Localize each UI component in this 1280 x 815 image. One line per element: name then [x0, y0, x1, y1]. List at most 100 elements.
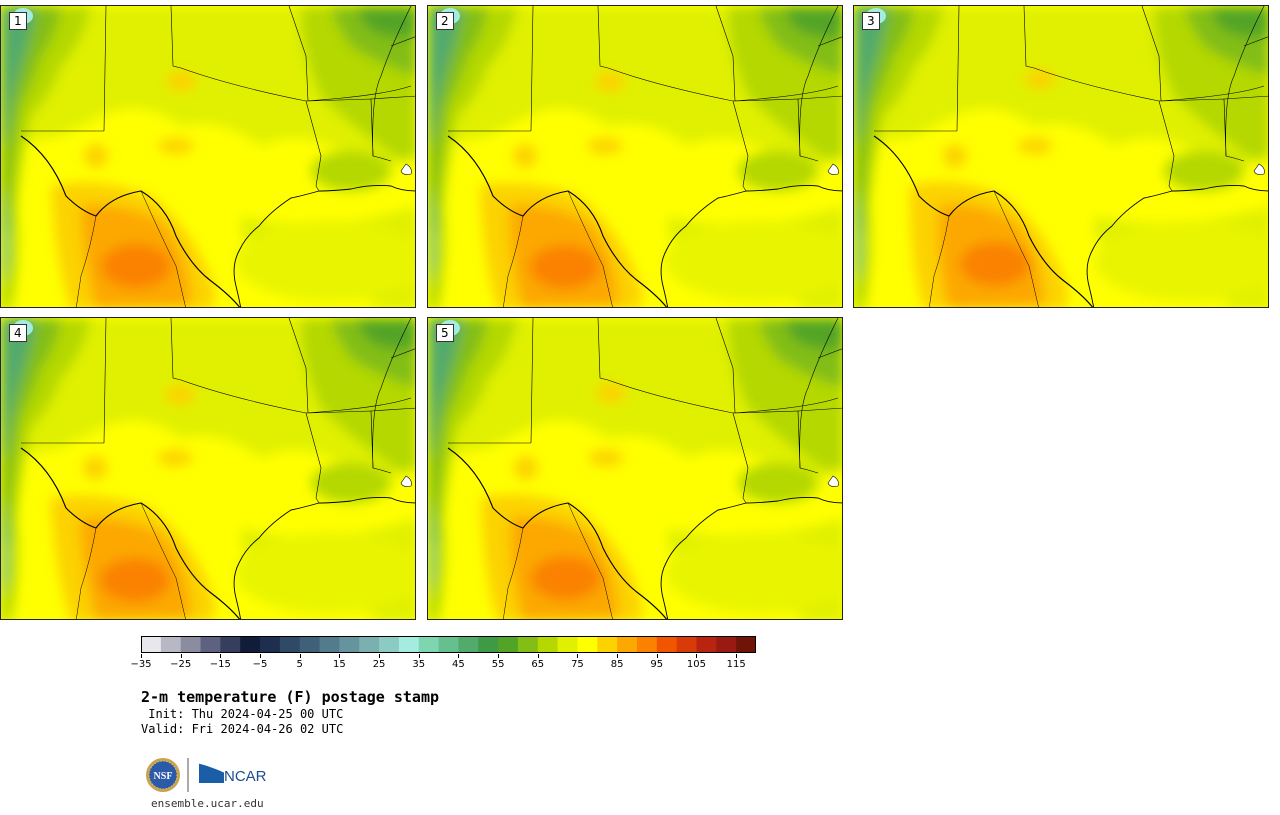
- temperature-map-3: [854, 6, 1268, 307]
- valid-time: Valid: Fri 2024-04-26 02 UTC: [141, 722, 344, 736]
- colorbar-tick: [458, 654, 460, 658]
- lake-pontchartrain: [827, 163, 839, 175]
- colorbar-swatch: [180, 636, 202, 653]
- postage-stamp-panel-1: 1: [0, 5, 416, 308]
- colorbar-swatch: [597, 636, 618, 653]
- colorbar-tick-label: 55: [491, 659, 505, 670]
- colorbar-swatch: [557, 636, 578, 653]
- lake-pontchartrain: [827, 475, 839, 487]
- mexico-state-borders: [76, 190, 186, 307]
- us-mexico-border: [873, 135, 1094, 307]
- colorbar-tick: [299, 654, 301, 658]
- temperature-map-5: [428, 318, 842, 619]
- colorbar-swatch: [398, 636, 420, 653]
- colorbar-swatch: [418, 636, 440, 653]
- sponsor-logos: NSF NCAR: [146, 758, 267, 792]
- colorbar-tick: [339, 654, 341, 658]
- ncar-logo: NCAR: [198, 762, 267, 785]
- temperature-map-4: [1, 318, 415, 619]
- colorbar-swatch: [458, 636, 479, 653]
- panel-number-label: 1: [9, 12, 27, 30]
- mexico-state-borders: [503, 502, 613, 619]
- state-borders: [448, 6, 842, 192]
- colorbar-tick: [180, 654, 182, 658]
- mexico-state-borders: [76, 502, 186, 619]
- colorbar-swatch: [716, 636, 737, 653]
- colorbar-tick: [656, 654, 658, 658]
- colorbar-swatch: [676, 636, 697, 653]
- colorbar-swatch: [279, 636, 301, 653]
- colorbar-tick-label: 75: [571, 659, 584, 670]
- colorbar-swatch: [577, 636, 598, 653]
- colorbar-swatch: [498, 636, 519, 653]
- colorbar-tick-label: 45: [452, 659, 465, 670]
- panel-number-label: 4: [9, 324, 27, 342]
- temperature-colorbar: [141, 636, 756, 653]
- gulf-coastline: [233, 184, 415, 307]
- panel-number-label: 5: [436, 324, 454, 342]
- gulf-coastline: [660, 496, 842, 619]
- colorbar-tick-label: −15: [209, 659, 231, 670]
- lake-pontchartrain: [400, 475, 412, 487]
- colorbar-tick-label: 15: [333, 659, 346, 670]
- nsf-logo: NSF: [146, 758, 180, 792]
- colorbar-swatch: [359, 636, 380, 653]
- colorbar-tick-label: −25: [170, 659, 192, 670]
- temperature-map-2: [428, 6, 842, 307]
- us-mexico-border: [447, 447, 668, 619]
- colorbar-swatch: [160, 636, 182, 653]
- colorbar-tick-label: 5: [296, 659, 303, 670]
- postage-stamp-panel-4: 4: [0, 317, 416, 620]
- colorbar-swatch: [537, 636, 559, 653]
- state-borders: [874, 6, 1268, 192]
- colorbar-tick-label: 35: [412, 659, 426, 670]
- colorbar-swatch: [656, 636, 678, 653]
- colorbar-swatch: [200, 636, 221, 653]
- colorbar-tick: [141, 654, 142, 658]
- colorbar-tick-label: 85: [610, 659, 624, 670]
- postage-stamp-panel-5: 5: [427, 317, 843, 620]
- colorbar-tick-label: 25: [372, 659, 386, 670]
- init-time: Init: Thu 2024-04-25 00 UTC: [141, 707, 344, 721]
- colorbar-tick: [260, 654, 262, 658]
- colorbar-swatch: [339, 636, 360, 653]
- postage-stamp-panel-2: 2: [427, 5, 843, 308]
- state-borders: [448, 318, 842, 504]
- website-url: ensemble.ucar.edu: [151, 797, 264, 810]
- postage-stamp-panel-3: 3: [853, 5, 1269, 308]
- colorbar-swatch: [141, 636, 162, 653]
- ncar-logo-text: NCAR: [224, 768, 267, 785]
- colorbar-swatch: [636, 636, 658, 653]
- colorbar-tick: [220, 654, 222, 658]
- colorbar-swatch: [240, 636, 261, 653]
- colorbar-swatch: [260, 636, 281, 653]
- state-borders: [21, 6, 415, 192]
- colorbar-tick: [498, 654, 500, 658]
- colorbar-swatch: [220, 636, 241, 653]
- colorbar-tick-label: 115: [726, 659, 746, 670]
- colorbar-tick: [577, 654, 579, 658]
- panel-number-label: 2: [436, 12, 454, 30]
- mexico-state-borders: [929, 190, 1039, 307]
- colorbar-swatch: [379, 636, 400, 653]
- colorbar-tick: [418, 654, 420, 658]
- colorbar-swatch: [438, 636, 459, 653]
- colorbar-swatch: [299, 636, 321, 653]
- gulf-coastline: [660, 184, 842, 307]
- colorbar-tick-label: −5: [252, 659, 268, 670]
- colorbar-tick: [379, 654, 381, 658]
- colorbar-tick-label: 95: [650, 659, 664, 670]
- colorbar-swatch: [517, 636, 539, 653]
- colorbar-tick: [617, 654, 619, 658]
- temperature-map-1: [1, 6, 415, 307]
- colorbar-tick-label: 65: [531, 659, 545, 670]
- lake-pontchartrain: [400, 163, 412, 175]
- colorbar-swatch: [736, 636, 756, 653]
- state-borders: [21, 318, 415, 504]
- colorbar-tick-label: 105: [686, 659, 707, 670]
- colorbar-swatch: [478, 636, 499, 653]
- colorbar-tick: [537, 654, 539, 658]
- colorbar-swatch: [617, 636, 638, 653]
- colorbar-swatch: [319, 636, 340, 653]
- nsf-logo-text: NSF: [154, 771, 173, 782]
